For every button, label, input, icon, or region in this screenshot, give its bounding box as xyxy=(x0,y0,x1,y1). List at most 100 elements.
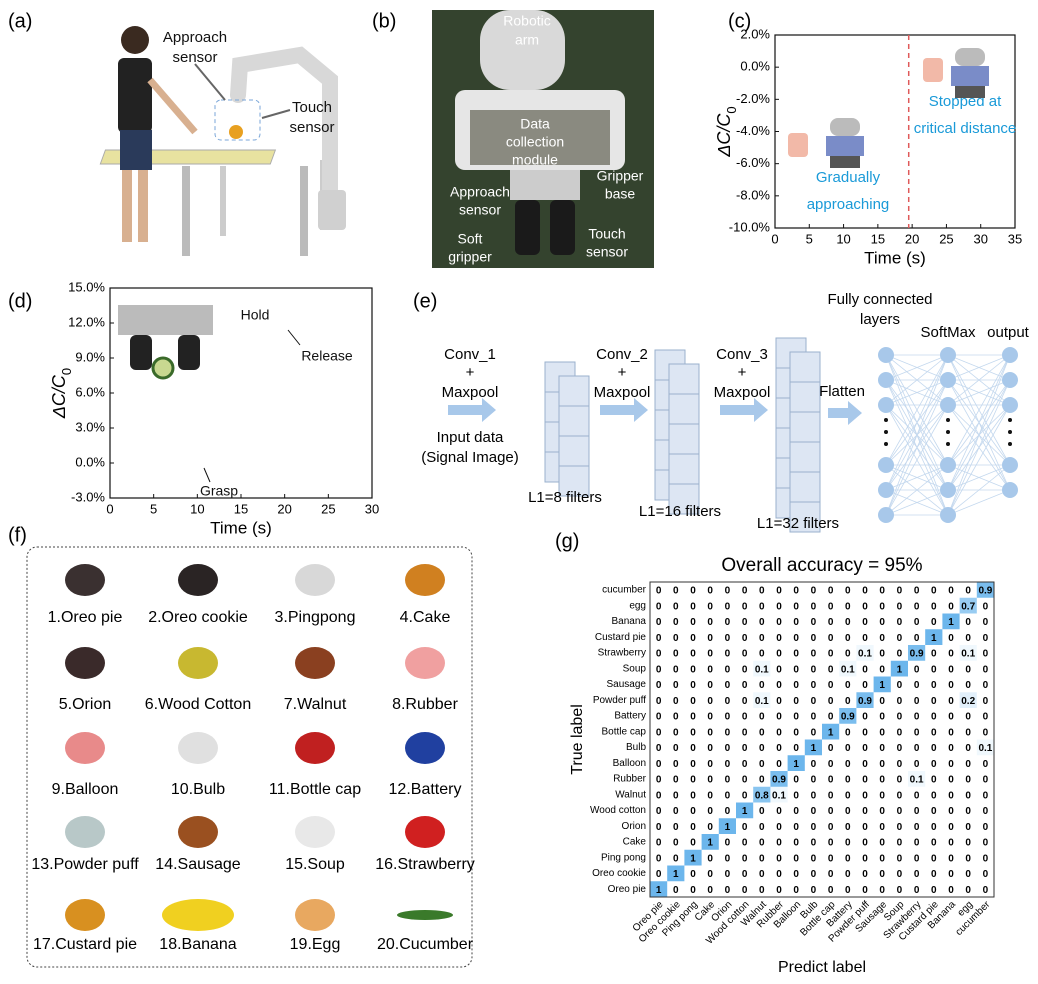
cnn-label: Conv_2 xyxy=(596,346,648,363)
cell-label: 0 xyxy=(879,838,885,849)
object-label: 7.Walnut xyxy=(284,696,347,713)
cell-label: 0 xyxy=(793,727,799,738)
x-tick-label: 15 xyxy=(871,231,885,246)
cell-label: 0 xyxy=(673,617,679,628)
cell-label: 0 xyxy=(811,633,817,644)
cell-label: 0 xyxy=(897,696,903,707)
cell-label: 0 xyxy=(914,633,920,644)
x-tick-label: 0 xyxy=(106,501,113,516)
cell-label: 0 xyxy=(897,601,903,612)
cell-label: 0 xyxy=(948,586,954,597)
cell-label: 0 xyxy=(776,822,782,833)
object-label: 15.Soup xyxy=(285,856,345,873)
cell-label: 0 xyxy=(656,775,662,786)
cell-label: 0 xyxy=(983,822,989,833)
cell-label: 0 xyxy=(725,633,731,644)
cell-label: 0 xyxy=(897,869,903,880)
cell-label: 0 xyxy=(897,806,903,817)
cnn-label: Maxpool xyxy=(714,384,771,401)
cell-label: 0 xyxy=(828,601,834,612)
cell-label: 0.1 xyxy=(978,743,992,754)
y-tick-label: Strawberry xyxy=(598,648,646,659)
cell-label: 0 xyxy=(673,649,679,660)
cell-label: 0 xyxy=(793,775,799,786)
object-label: 16.Strawberry xyxy=(375,856,475,873)
object-label: 12.Battery xyxy=(389,781,462,798)
object-photo xyxy=(405,732,445,764)
connection xyxy=(947,379,1011,406)
cell-label: 0 xyxy=(948,790,954,801)
cell-label: 0 xyxy=(811,664,817,675)
cell-label: 0 xyxy=(948,822,954,833)
cell-label: 0 xyxy=(983,680,989,691)
cell-label: 0 xyxy=(948,601,954,612)
y-tick-label: 12.0% xyxy=(68,314,105,329)
cell xyxy=(959,597,977,614)
cell-label: 0 xyxy=(965,743,971,754)
cell-label: 0.1 xyxy=(841,664,855,675)
object-photo xyxy=(65,564,105,596)
chart-title: Overall accuracy = 95% xyxy=(721,555,922,576)
cell-label: 1 xyxy=(931,633,937,644)
x-tick-label: 30 xyxy=(365,501,379,516)
annotation: sensor xyxy=(586,244,628,260)
cell xyxy=(753,660,771,677)
cell-label: 1 xyxy=(828,727,834,738)
cell-label: 0 xyxy=(931,664,937,675)
cell-label: 0 xyxy=(793,743,799,754)
cell xyxy=(856,645,874,661)
y-tick-label: -3.0% xyxy=(71,489,105,504)
cell-label: 0 xyxy=(862,885,868,896)
object-label: 18.Banana xyxy=(159,936,237,953)
y-tick-label: cucumber xyxy=(602,585,647,596)
cell-label: 0 xyxy=(793,633,799,644)
cell xyxy=(856,692,874,708)
annotation: collection xyxy=(506,134,564,150)
cell-label: 0 xyxy=(759,822,765,833)
cell-label: 0 xyxy=(965,838,971,849)
panel-label: (d) xyxy=(8,290,32,312)
cell-label: 0 xyxy=(673,633,679,644)
cell-label: 0 xyxy=(897,633,903,644)
cell-label: 0 xyxy=(879,649,885,660)
cell-label: 0 xyxy=(742,727,748,738)
cell-label: 0 xyxy=(914,696,920,707)
cell-label: 0 xyxy=(793,601,799,612)
cell-label: 0 xyxy=(776,680,782,691)
cell-label: 0 xyxy=(845,838,851,849)
cell-label: 0 xyxy=(673,853,679,864)
cell xyxy=(684,849,702,866)
ellipsis-dot xyxy=(884,442,888,446)
cell-label: 0 xyxy=(879,664,885,675)
cell-label: 0 xyxy=(845,586,851,597)
cell-label: 0 xyxy=(742,664,748,675)
cnn-label: layers xyxy=(860,311,900,328)
object-label: 4.Cake xyxy=(400,609,451,626)
cell-label: 0 xyxy=(656,696,662,707)
cell-label: 0 xyxy=(656,853,662,864)
cell-label: 0 xyxy=(707,822,713,833)
cell-label: 0 xyxy=(965,633,971,644)
cell-label: 0 xyxy=(845,885,851,896)
cell-label: 0 xyxy=(828,885,834,896)
cell-label: 0 xyxy=(845,696,851,707)
cell xyxy=(976,582,994,598)
arrow xyxy=(448,398,496,422)
cell-label: 0 xyxy=(793,649,799,660)
cell-label: 0 xyxy=(948,743,954,754)
object-photo xyxy=(405,816,445,848)
cnn-label: Input data xyxy=(437,429,504,446)
neuron xyxy=(1002,372,1018,388)
cnn-label: Fully connected xyxy=(827,291,932,308)
panel-label: (c) xyxy=(728,10,751,32)
cell-label: 0 xyxy=(828,853,834,864)
cell-label: 0 xyxy=(828,759,834,770)
cell-label: 0.9 xyxy=(910,649,924,660)
cell-label: 0.7 xyxy=(961,601,975,612)
cell xyxy=(753,786,771,803)
y-tick-label: 6.0% xyxy=(75,384,105,399)
cell-label: 0 xyxy=(862,601,868,612)
annotation: Gradually xyxy=(816,169,881,186)
cell-label: 0 xyxy=(828,680,834,691)
cell-label: 0 xyxy=(845,727,851,738)
